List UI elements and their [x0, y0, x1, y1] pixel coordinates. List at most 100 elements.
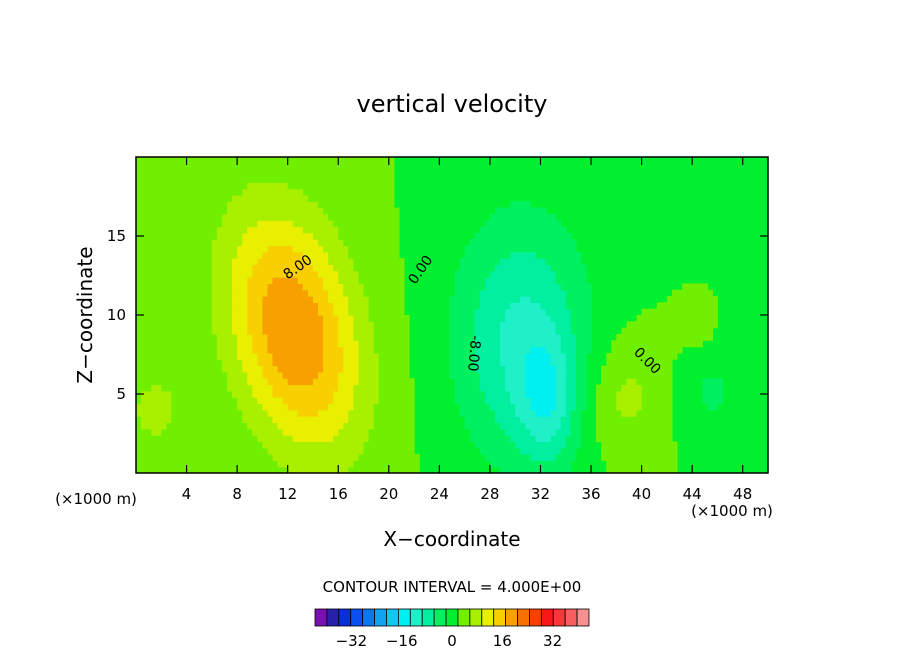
field-cell: [353, 270, 360, 278]
field-cell: [272, 188, 279, 196]
field-cell: [156, 220, 162, 228]
field-cell: [500, 258, 506, 266]
field-cell: [176, 378, 183, 386]
field-cell: [277, 302, 284, 310]
field-cell: [641, 365, 648, 373]
field-cell: [565, 359, 572, 367]
field-cell: [479, 308, 486, 316]
field-cell: [530, 346, 537, 354]
field-cell: [221, 207, 228, 215]
field-cell: [535, 409, 542, 417]
field-cell: [247, 378, 253, 386]
field-cell: [353, 302, 360, 310]
field-cell: [277, 201, 284, 209]
field-cell: [606, 460, 612, 468]
field-cell: [403, 340, 410, 348]
field-cell: [146, 226, 152, 234]
field-cell: [500, 220, 506, 228]
field-cell: [530, 283, 537, 291]
field-cell: [272, 239, 279, 247]
x-tick-label: 28: [480, 485, 499, 503]
field-cell: [500, 308, 506, 316]
field-cell: [616, 409, 622, 417]
field-cell: [601, 378, 607, 386]
field-cell: [257, 359, 263, 367]
field-cell: [479, 359, 486, 367]
field-cell: [181, 378, 188, 386]
field-cell: [156, 296, 162, 303]
field-cell: [328, 378, 334, 386]
field-cell: [221, 435, 228, 442]
field-cell: [166, 441, 172, 449]
field-cell: [575, 302, 582, 310]
field-cell: [515, 378, 521, 386]
field-cell: [626, 428, 633, 436]
field-cell: [348, 454, 355, 461]
field-cell: [297, 270, 304, 278]
field-cell: [621, 441, 628, 449]
field-cell: [242, 194, 248, 202]
field-cell: [237, 460, 243, 468]
field-cell: [216, 384, 223, 392]
field-cell: [515, 264, 521, 272]
field-cell: [171, 188, 178, 196]
field-cell: [186, 435, 193, 442]
field-cell: [393, 283, 400, 291]
field-cell: [206, 340, 213, 348]
field-cell: [500, 416, 506, 424]
field-cell: [646, 428, 653, 436]
field-cell: [540, 359, 547, 367]
field-cell: [464, 296, 471, 303]
field-cell: [272, 302, 279, 310]
field-cell: [393, 315, 400, 322]
field-cell: [358, 289, 365, 297]
field-cell: [267, 308, 274, 316]
field-cell: [277, 422, 284, 430]
field-cell: [146, 315, 152, 322]
field-cell: [565, 283, 572, 291]
field-cell: [565, 378, 572, 386]
field-cell: [378, 270, 385, 278]
field-cell: [560, 466, 567, 473]
field-cell: [186, 397, 193, 405]
field-cell: [383, 213, 390, 221]
field-cell: [348, 359, 355, 367]
field-cell: [292, 346, 299, 354]
field-cell: [626, 390, 633, 398]
field-cell: [323, 182, 329, 190]
field-cell: [277, 258, 284, 266]
field-cell: [257, 239, 263, 247]
field-cell: [555, 435, 562, 442]
field-cell: [146, 371, 152, 379]
field-cell: [227, 441, 233, 449]
field-cell: [201, 270, 208, 278]
field-cell: [656, 416, 663, 424]
field-cell: [181, 264, 188, 272]
field-cell: [257, 251, 263, 259]
field-cell: [146, 422, 152, 430]
field-cell: [176, 251, 183, 259]
field-cell: [454, 327, 461, 335]
field-cell: [388, 308, 395, 316]
colorbar-swatch: [564, 608, 578, 627]
field-cell: [398, 384, 405, 392]
field-cell: [338, 409, 344, 417]
field-cell: [383, 270, 390, 278]
field-cell: [191, 422, 198, 430]
field-cell: [323, 428, 329, 436]
field-cell: [171, 182, 178, 190]
field-cell: [176, 258, 183, 266]
field-cell: [267, 157, 274, 164]
field-cell: [368, 460, 375, 468]
field-cell: [221, 283, 228, 291]
field-cell: [388, 182, 395, 190]
field-cell: [530, 220, 537, 228]
field-cell: [206, 352, 213, 360]
field-cell: [378, 422, 385, 430]
field-cell: [156, 182, 162, 190]
colorbar-swatch: [576, 608, 590, 627]
field-cell: [287, 239, 294, 247]
field-cell: [353, 416, 360, 424]
field-cell: [383, 441, 390, 449]
field-cell: [141, 466, 147, 473]
